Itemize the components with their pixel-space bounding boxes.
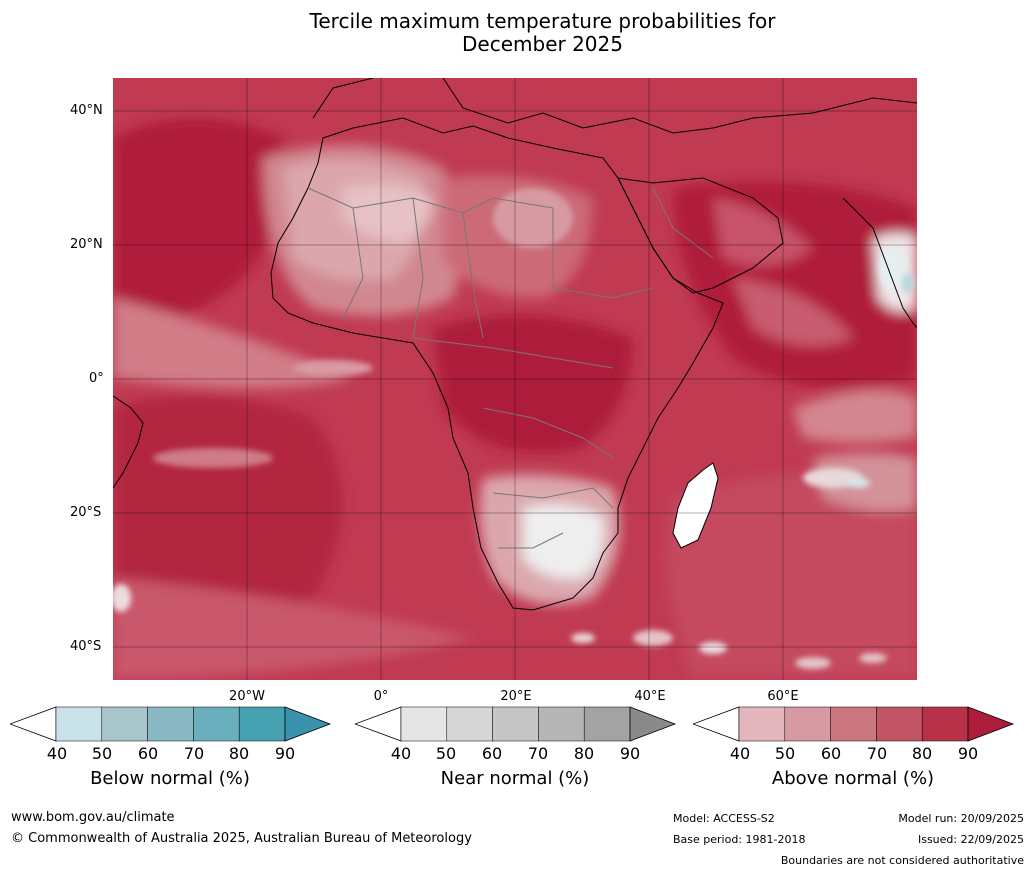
title-line-1: Tercile maximum temperature probabilitie… xyxy=(309,9,776,33)
lat-label-20n: 20°N xyxy=(70,237,103,252)
colorbar-segment xyxy=(193,706,240,742)
colorbar-segment xyxy=(830,706,877,742)
tick-label: 80 xyxy=(911,744,933,763)
tick-label: 70 xyxy=(866,744,888,763)
colorbar-segment xyxy=(400,706,448,742)
lon-label-0: 0° xyxy=(373,689,389,704)
colorbar-segment xyxy=(101,706,148,742)
colorbar-segment xyxy=(876,706,923,742)
india-coastline xyxy=(842,197,917,329)
lon-label-20e: 20°E xyxy=(500,689,532,704)
colorbar-segment xyxy=(238,706,286,742)
pale-patches xyxy=(113,188,914,669)
copyright-text: © Commonwealth of Australia 2025, Austra… xyxy=(11,831,472,846)
madagascar-coastline xyxy=(672,462,719,549)
tick-label: 50 xyxy=(435,744,457,763)
tick-label: 60 xyxy=(481,744,503,763)
tick-label: 90 xyxy=(957,744,979,763)
colorbar-segment xyxy=(492,706,539,742)
colorbar-below-label: Below normal (%) xyxy=(90,768,250,789)
tick-label: 50 xyxy=(774,744,796,763)
colorbar-near-normal xyxy=(355,706,677,742)
tick-label: 60 xyxy=(137,744,159,763)
lat-label-0: 0° xyxy=(89,371,104,386)
tick-label: 50 xyxy=(91,744,113,763)
colorbar-extend-low xyxy=(355,706,402,742)
lat-label-20s: 20°S xyxy=(70,505,102,520)
colorbar-extend-low xyxy=(10,706,57,742)
probability-field xyxy=(113,118,917,678)
tick-label: 70 xyxy=(527,744,549,763)
probability-map xyxy=(113,78,917,680)
title-line-2: December 2025 xyxy=(462,32,623,56)
lon-label-20w: 20°W xyxy=(229,689,265,704)
tick-label: 40 xyxy=(729,744,751,763)
colorbar-segment xyxy=(538,706,585,742)
colorbar-segment xyxy=(446,706,493,742)
disclaimer-text: Boundaries are not considered authoritat… xyxy=(780,854,1024,867)
tick-label: 90 xyxy=(274,744,296,763)
graticule xyxy=(113,78,917,680)
tick-label: 70 xyxy=(183,744,205,763)
model-text: Model: ACCESS-S2 xyxy=(673,812,775,825)
lat-label-40n: 40°N xyxy=(70,103,103,118)
tick-label: 40 xyxy=(46,744,68,763)
europe-coastline xyxy=(312,78,917,134)
model-run-text: Model run: 20/09/2025 xyxy=(898,812,1024,825)
lon-label-40e: 40°E xyxy=(634,689,666,704)
tick-label: 90 xyxy=(619,744,641,763)
colorbar-extend-high xyxy=(629,706,677,742)
arabia-coastline xyxy=(617,177,784,294)
colorbar-above-label: Above normal (%) xyxy=(771,768,935,789)
lat-label-40s: 40°S xyxy=(70,639,102,654)
colorbar-segment xyxy=(738,706,786,742)
tick-label: 80 xyxy=(573,744,595,763)
map-panel xyxy=(113,78,917,680)
tick-label: 40 xyxy=(390,744,412,763)
country-borders xyxy=(307,187,714,549)
lon-label-60e: 60°E xyxy=(767,689,799,704)
colorbar-above-normal xyxy=(693,706,1015,742)
tick-label: 80 xyxy=(228,744,250,763)
colorbar-segment xyxy=(583,706,631,742)
website-text: www.bom.gov.au/climate xyxy=(11,810,175,825)
colorbar-below-normal xyxy=(10,706,332,742)
colorbar-segment xyxy=(784,706,831,742)
base-period-text: Base period: 1981-2018 xyxy=(673,833,806,846)
colorbar-segment xyxy=(147,706,194,742)
colorbar-near-label: Near normal (%) xyxy=(440,768,590,789)
colorbar-extend-low xyxy=(693,706,740,742)
issued-text: Issued: 22/09/2025 xyxy=(917,833,1024,846)
colorbar-extend-high xyxy=(284,706,332,742)
south-america-coastline xyxy=(113,395,144,489)
colorbar-segment xyxy=(921,706,969,742)
colorbar-extend-high xyxy=(967,706,1015,742)
map-title: Tercile maximum temperature probabilitie… xyxy=(0,10,1035,56)
colorbar-segment xyxy=(55,706,103,742)
tick-label: 60 xyxy=(820,744,842,763)
africa-coastline xyxy=(270,117,724,611)
